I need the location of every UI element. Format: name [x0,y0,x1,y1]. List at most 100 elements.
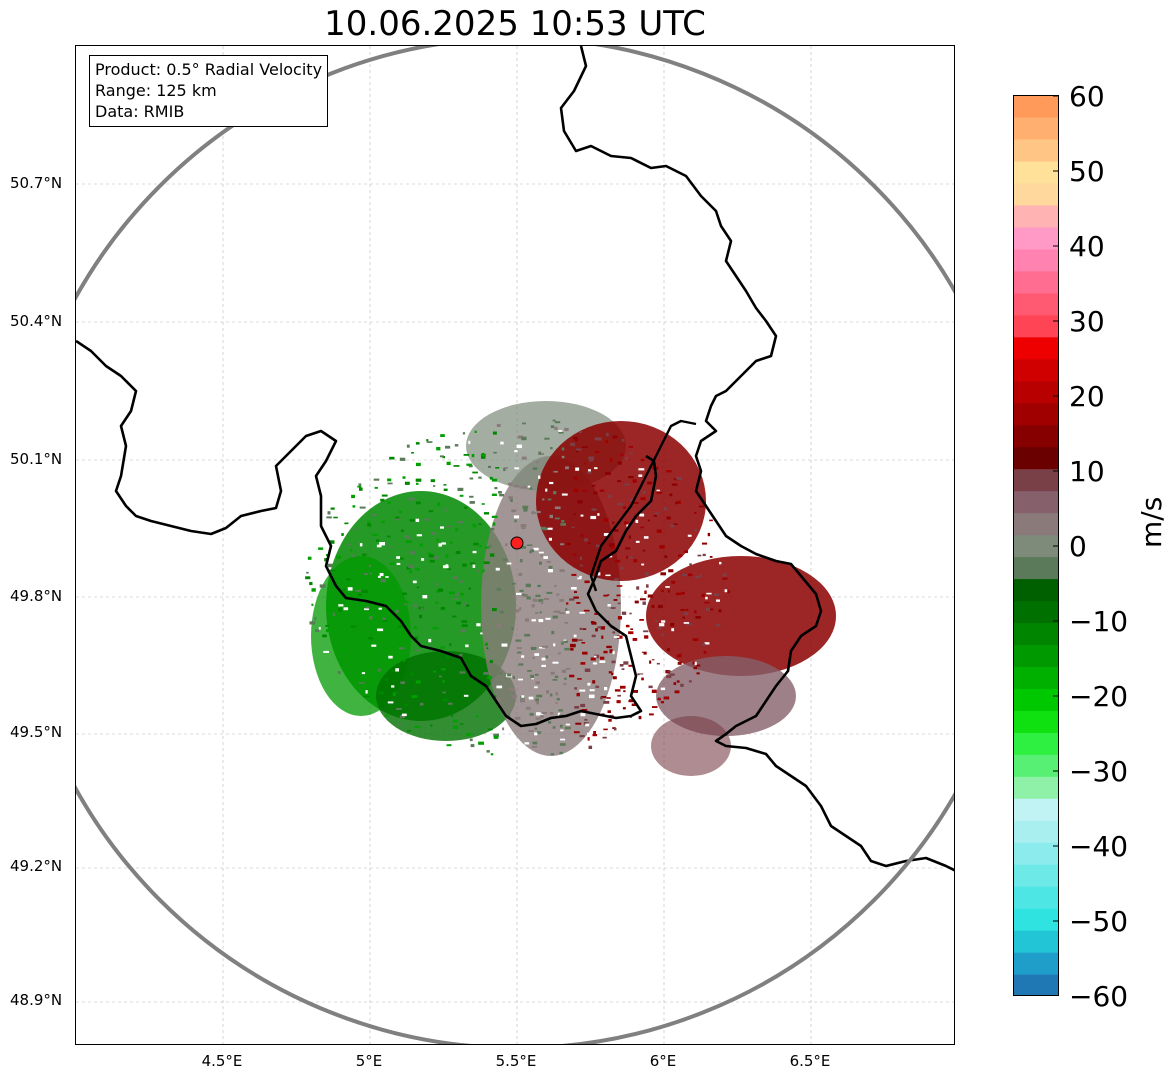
echo-speckle [409,521,412,523]
echo-speckle [706,592,712,595]
echo-speckle [495,467,500,469]
echo-speckle [607,594,610,596]
echo-speckle [440,434,445,437]
echo-speckle [318,627,321,630]
echo-speckle [421,558,425,561]
echo-speckle [639,513,645,517]
echo-speckle [696,672,700,675]
echo-speckle [338,604,344,607]
echo-speckle [472,550,477,554]
echo-speckle [442,698,449,702]
echo-speckle [554,421,561,424]
echo-speckle [654,512,660,515]
echo-speckle [489,476,493,480]
echo-speckle [688,680,692,683]
echo-speckle [512,675,515,679]
echo-speckle [608,718,612,722]
echo-speckle [462,563,467,567]
echo-speckle [550,425,555,429]
echo-speckle [536,510,541,514]
echo-speckle [359,543,363,547]
echo-speckle [526,544,533,546]
echo-speckle [635,519,639,523]
echo-speckle [588,542,591,545]
echo-speckle [461,624,468,627]
echo-speckle [428,638,432,643]
echo-speckle [561,520,565,523]
echo-speckle [557,712,561,716]
echo-speckle [498,491,502,494]
echo-speckle [545,655,549,659]
echo-speckle [544,437,550,440]
colorbar-band [1013,95,1059,118]
echo-speckle [558,652,561,655]
echo-speckle [438,543,442,547]
echo-speckle [603,650,608,654]
echo-speckle [454,444,459,447]
echo-speckle [652,706,658,708]
colorbar-band [1013,402,1059,426]
echo-speckle [682,574,688,577]
echo-speckle [325,624,330,627]
echo-speckle [537,584,541,588]
colorbar-band [1013,204,1059,228]
echo-speckle [645,695,649,699]
echo-speckle [359,487,363,491]
echo-speckle [675,592,682,596]
echo-speckle [553,643,556,647]
echo-speckle [535,681,540,685]
echo-speckle [391,685,395,688]
echo-speckle [442,691,446,694]
echo-speckle [371,513,377,516]
echo-speckle [453,719,458,723]
echo-speckle [569,674,575,678]
echo-speckle [455,550,461,554]
echo-speckle [428,510,434,513]
echo-speckle [347,587,353,591]
echo-speckle [620,567,625,570]
echo-speckle [511,695,517,699]
echo-speckle [527,485,531,488]
echo-speckle [550,447,553,450]
echo-speckle [514,716,521,720]
colorbar [1013,95,1059,996]
echo-speckle [694,512,697,514]
colorbar-band [1013,556,1059,580]
echo-speckle [671,628,675,632]
echo-speckle [536,694,543,698]
echo-speckle [671,580,676,584]
lat-label-50-4: 50.4°N [10,312,63,330]
echo-speckle [519,589,524,592]
echo-speckle [452,615,457,618]
echo-speckle [606,697,611,699]
lat-label-49-2: 49.2°N [10,857,63,875]
echo-speckle [440,526,444,529]
echo-speckle [468,587,471,590]
echo-speckle [399,647,405,650]
echo-speckle [587,732,593,736]
echo-speckle [613,599,618,601]
echo-speckle [632,690,638,693]
echo-speckle [420,607,424,610]
border-inner [589,419,697,592]
echo-speckles [305,419,731,756]
radar-map[interactable] [75,45,955,1045]
echo-speckle [377,628,384,632]
echo-speckle [623,483,630,486]
echo-speckle [491,478,498,482]
echo-speckle [446,461,451,466]
echo-speckle [655,619,658,622]
echo-speckle [590,515,597,520]
echo-speckle [517,435,524,439]
echo-speckle [560,738,566,741]
echo-speckle [579,575,582,579]
echo-speckle [538,475,541,479]
echo-speckle [528,696,534,700]
lon-label-4-5: 4.5°E [201,1052,243,1070]
echo-speckle [469,495,474,498]
echo-speckle [579,689,586,692]
echo-speckle [552,419,556,422]
echo-speckle [645,700,649,703]
radar-site-marker [510,536,524,550]
echo-speckle [561,447,565,451]
